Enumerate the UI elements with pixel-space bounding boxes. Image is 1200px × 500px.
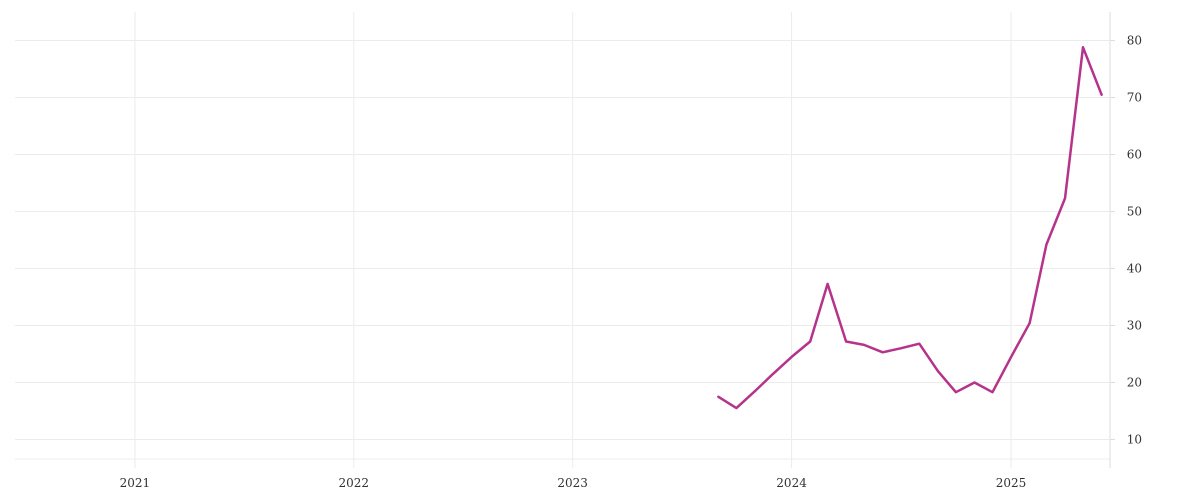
y-tick-label: 30 [1127,319,1142,333]
y-tick-label: 60 [1127,148,1142,162]
y-tick-label: 50 [1127,205,1142,219]
x-tick-label: 2022 [339,476,370,490]
y-tick-label: 40 [1127,262,1142,276]
x-tick-label: 2023 [557,476,588,490]
y-tick-label: 20 [1127,376,1142,390]
y-gridlines [15,12,1115,468]
x-gridlines [15,12,1110,468]
x-tick-label: 2024 [776,476,807,490]
y-tick-label: 80 [1127,34,1142,48]
y-axis-labels: 10 20 30 40 50 60 70 80 [1127,34,1142,447]
x-axis-labels: 2021 2022 2023 2024 2025 [120,476,1027,490]
y-tick-label: 10 [1127,433,1142,447]
series-layer [717,46,1103,410]
x-tick-label: 2021 [120,476,151,490]
x-tick-label: 2025 [996,476,1027,490]
series-line [717,46,1103,410]
y-tick-label: 70 [1127,91,1142,105]
